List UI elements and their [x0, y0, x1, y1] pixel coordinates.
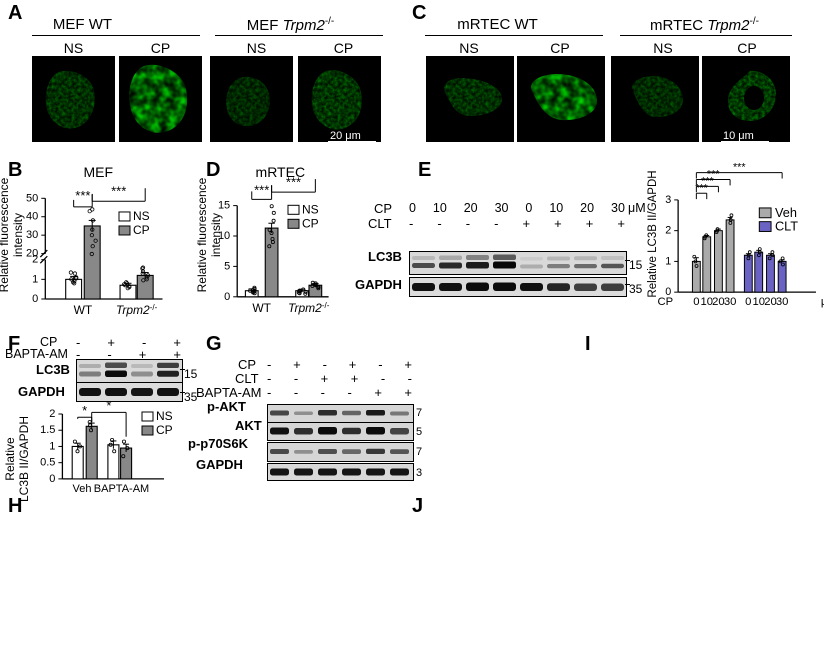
svg-text:*: * — [106, 400, 111, 413]
svg-text:Veh: Veh — [73, 483, 92, 495]
svg-text:10: 10 — [700, 296, 713, 308]
svg-text:30: 30 — [724, 296, 737, 308]
svg-text:0: 0 — [49, 473, 55, 485]
svg-text:0.5: 0.5 — [40, 457, 55, 469]
svg-text:15: 15 — [218, 200, 230, 212]
svg-text:0: 0 — [693, 296, 699, 308]
svg-text:0: 0 — [32, 293, 38, 305]
svg-text:***: *** — [733, 162, 746, 174]
svg-text:***: *** — [111, 183, 126, 198]
svg-text:WT: WT — [252, 301, 271, 315]
svg-text:CP: CP — [658, 296, 674, 308]
svg-text:2: 2 — [49, 408, 55, 420]
svg-text:Trpm2-/-: Trpm2-/- — [116, 303, 158, 318]
svg-text:1: 1 — [49, 440, 55, 452]
svg-text:50: 50 — [26, 192, 38, 204]
svg-text:Trpm2-/-: Trpm2-/- — [288, 300, 330, 315]
svg-text:0: 0 — [224, 291, 230, 303]
svg-text:***: *** — [254, 183, 269, 198]
svg-text:30: 30 — [776, 296, 789, 308]
svg-text:BAPTA-AM: BAPTA-AM — [94, 483, 149, 495]
svg-text:***: *** — [75, 188, 90, 203]
svg-text:30: 30 — [26, 229, 38, 241]
svg-text:mRTEC: mRTEC — [256, 164, 306, 180]
svg-text:1.5: 1.5 — [40, 424, 55, 436]
svg-text:*: * — [82, 403, 87, 418]
svg-text:NS: NS — [156, 409, 173, 423]
svg-text:MEF: MEF — [83, 164, 113, 180]
svg-text:1: 1 — [32, 273, 38, 285]
svg-text:CP: CP — [133, 223, 150, 237]
svg-text:5: 5 — [224, 260, 230, 272]
svg-text:3: 3 — [665, 194, 671, 206]
svg-text:2: 2 — [665, 225, 671, 237]
svg-text:10: 10 — [752, 296, 765, 308]
svg-text:CP: CP — [302, 216, 319, 230]
svg-text:40: 40 — [26, 211, 38, 223]
svg-text:NS: NS — [302, 202, 319, 216]
svg-text:Veh: Veh — [775, 205, 797, 220]
svg-text:20: 20 — [764, 296, 777, 308]
svg-text:CLT: CLT — [775, 218, 798, 233]
svg-text:0: 0 — [745, 296, 751, 308]
svg-text:WT: WT — [74, 303, 93, 317]
svg-text:1: 1 — [665, 255, 671, 267]
svg-text:CP: CP — [156, 423, 173, 437]
svg-text:***: *** — [707, 169, 720, 181]
svg-text:20: 20 — [26, 248, 38, 260]
svg-text:20: 20 — [712, 296, 725, 308]
svg-text:10: 10 — [218, 230, 230, 242]
svg-text:NS: NS — [133, 209, 150, 223]
